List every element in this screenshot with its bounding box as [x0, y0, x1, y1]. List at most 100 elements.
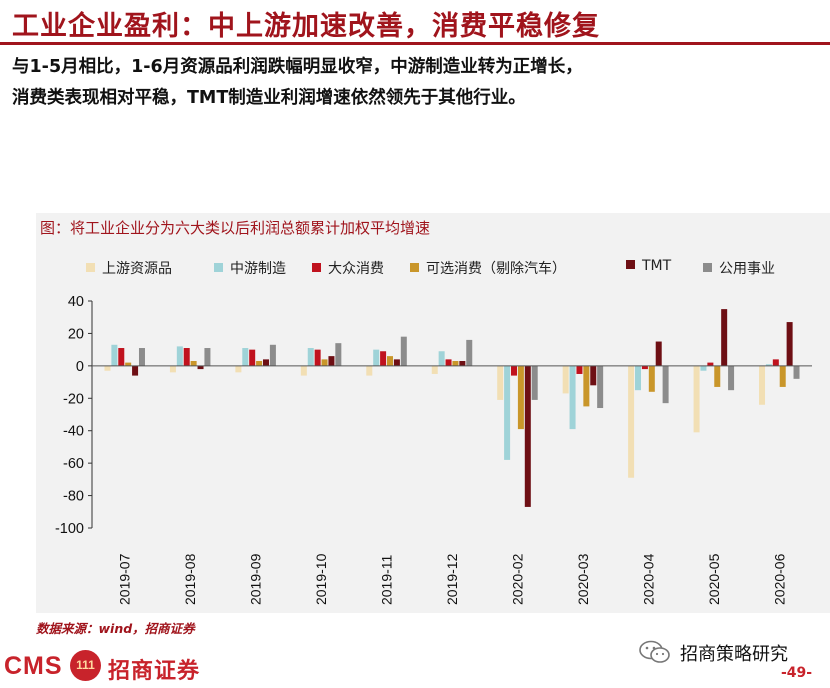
bar: [700, 365, 707, 371]
bar: [714, 365, 721, 387]
bar: [438, 351, 445, 366]
bar: [524, 365, 531, 507]
bar: [497, 365, 504, 400]
bar: [459, 360, 466, 366]
bar: [111, 344, 118, 366]
bar: [641, 365, 648, 370]
y-tick-label: 20: [68, 326, 84, 342]
bar: [569, 365, 576, 430]
bar: [562, 365, 569, 394]
y-tick-label: -100: [55, 521, 84, 537]
x-tick-label: 2020-05: [706, 553, 722, 605]
subtitle-line-1: 与1-5月相比，1-6月资源品利润跌幅明显收窄，中游制造业转为正增长，: [12, 57, 583, 77]
bar: [693, 365, 700, 433]
bar: [576, 365, 583, 374]
x-tick-label: 2020-03: [575, 553, 591, 605]
legend-item: 上游资源品: [86, 258, 172, 278]
legend-label: 大众消费: [328, 261, 384, 277]
bar: [662, 365, 669, 404]
bar: [635, 365, 642, 391]
legend-swatch: [703, 263, 712, 272]
bar: [504, 365, 511, 460]
logo-cms-text: CMS: [4, 652, 63, 680]
x-tick-label: 2019-07: [117, 553, 133, 605]
bar: [197, 365, 204, 370]
subtitle: 与1-5月相比，1-6月资源品利润跌幅明显收窄，中游制造业转为正增长， 消费类表…: [12, 52, 822, 114]
legend-swatch: [214, 263, 223, 272]
bar: [328, 356, 335, 366]
bar: [314, 349, 321, 366]
bar: [125, 362, 132, 366]
bar: [765, 364, 772, 366]
bar: [256, 360, 263, 366]
bar: [466, 339, 473, 366]
bar: [249, 349, 256, 366]
figure-caption: 图：将工业企业分为六大类以后利润总额累计加权平均增速: [40, 219, 431, 237]
bar: [628, 365, 635, 478]
wechat-icon: [639, 640, 670, 663]
bar: [387, 356, 393, 366]
x-tick-label: 2019-08: [182, 553, 198, 605]
bar: [366, 365, 373, 376]
bar: [452, 360, 459, 366]
bar: [118, 348, 125, 366]
x-tick-label: 2019-09: [248, 553, 264, 605]
bar: [590, 365, 597, 386]
bar: [335, 343, 342, 366]
bar: [445, 359, 452, 366]
bar: [176, 346, 183, 366]
title-divider: [0, 42, 830, 45]
legend-swatch: [410, 263, 419, 272]
bar: [380, 351, 387, 366]
bar: [321, 359, 328, 366]
bar: [517, 365, 524, 430]
data-source: 数据来源：wind，招商证券: [36, 621, 195, 636]
bar: [431, 365, 438, 374]
bar: [759, 365, 766, 405]
bar: [242, 348, 249, 366]
bar: [262, 359, 269, 366]
bar: [400, 336, 407, 366]
legend-swatch: [312, 263, 321, 272]
bar: [169, 365, 176, 373]
bar: [300, 365, 307, 376]
legend-label: TMT: [642, 258, 672, 274]
legend-swatch: [626, 260, 635, 269]
bar: [531, 365, 538, 400]
bar: [707, 362, 714, 366]
y-tick-label: -20: [63, 391, 84, 407]
bar: [393, 359, 400, 366]
bar: [132, 365, 139, 376]
legend-swatch: [86, 263, 95, 272]
x-tick-label: 2019-10: [313, 553, 329, 605]
bar: [204, 348, 211, 366]
legend-item: 中游制造: [214, 258, 286, 278]
y-tick-label: 40: [68, 294, 84, 310]
bar: [307, 348, 314, 366]
legend-item: 大众消费: [312, 258, 384, 278]
x-tick-label: 2020-06: [771, 553, 787, 605]
wechat-account-name: 招商策略研究: [680, 644, 788, 665]
logo-company-name: 招商证券: [108, 659, 201, 684]
bar: [721, 309, 728, 366]
bar: [183, 348, 190, 366]
legend-label: 可选消费（剔除汽车）: [426, 261, 566, 277]
bar: [648, 365, 655, 392]
legend-label: 中游制造: [230, 261, 286, 277]
bar: [772, 359, 779, 366]
legend-item: TMT: [626, 258, 671, 274]
legend-item: 可选消费（剔除汽车）: [410, 258, 566, 278]
bar: [583, 365, 590, 407]
y-tick-label: -60: [63, 456, 84, 472]
bar: [138, 348, 145, 366]
bar: [597, 365, 604, 409]
bar: [104, 365, 111, 371]
x-tick-label: 2020-04: [640, 553, 656, 605]
y-tick-label: -40: [63, 424, 84, 440]
bar: [728, 365, 735, 391]
page-number: -49-: [781, 665, 813, 681]
page-title: 工业企业盈利：中上游加速改善，消费平稳修复: [12, 11, 600, 42]
y-tick-label: 0: [76, 359, 84, 375]
bar: [786, 322, 793, 366]
